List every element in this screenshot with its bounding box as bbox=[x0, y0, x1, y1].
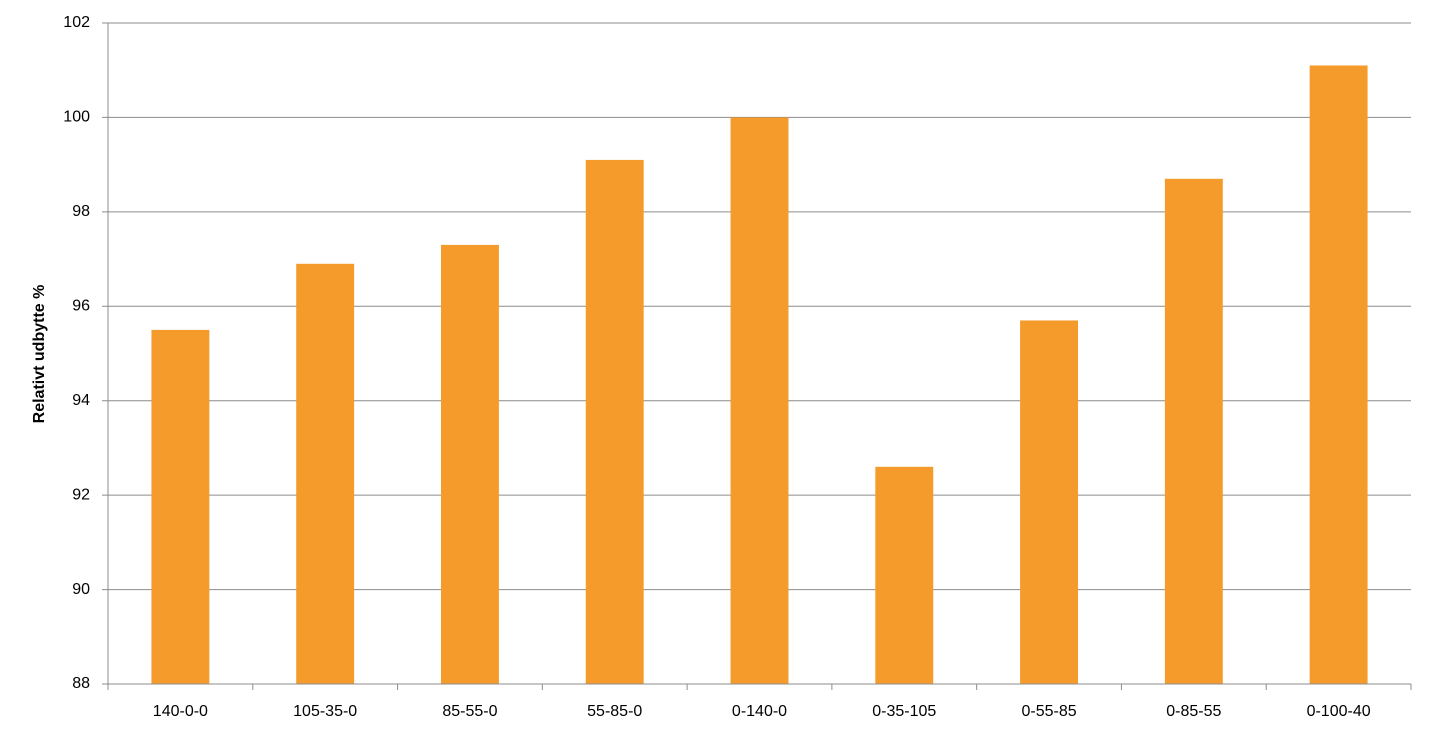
bar bbox=[1164, 178, 1223, 685]
bar bbox=[730, 117, 789, 684]
bar bbox=[296, 263, 355, 684]
y-tick-label: 90 bbox=[72, 581, 90, 598]
y-tick-label: 102 bbox=[63, 14, 90, 31]
x-tick-label: 0-140-0 bbox=[732, 703, 787, 720]
y-tick-label: 88 bbox=[72, 675, 90, 692]
y-tick-label: 92 bbox=[72, 486, 90, 503]
x-tick-label: 0-35-105 bbox=[872, 703, 936, 720]
y-tick-label: 94 bbox=[72, 392, 90, 409]
bar bbox=[1020, 320, 1079, 684]
bar bbox=[1309, 65, 1368, 684]
x-tick-label: 0-100-40 bbox=[1307, 703, 1371, 720]
bar bbox=[585, 159, 644, 684]
y-tick-label: 98 bbox=[72, 203, 90, 220]
y-tick-label: 100 bbox=[63, 109, 90, 126]
bar bbox=[440, 244, 499, 684]
bar bbox=[151, 329, 210, 684]
x-tick-label: 140-0-0 bbox=[153, 703, 208, 720]
y-axis-label: Relativt udbytte % bbox=[31, 285, 48, 424]
y-tick-label: 96 bbox=[72, 298, 90, 315]
x-tick-label: 85-55-0 bbox=[442, 703, 497, 720]
x-tick-label: 0-55-85 bbox=[1021, 703, 1076, 720]
x-tick-label: 55-85-0 bbox=[587, 703, 642, 720]
x-tick-label: 0-85-55 bbox=[1166, 703, 1221, 720]
x-tick-label: 105-35-0 bbox=[293, 703, 357, 720]
bar bbox=[875, 466, 934, 684]
